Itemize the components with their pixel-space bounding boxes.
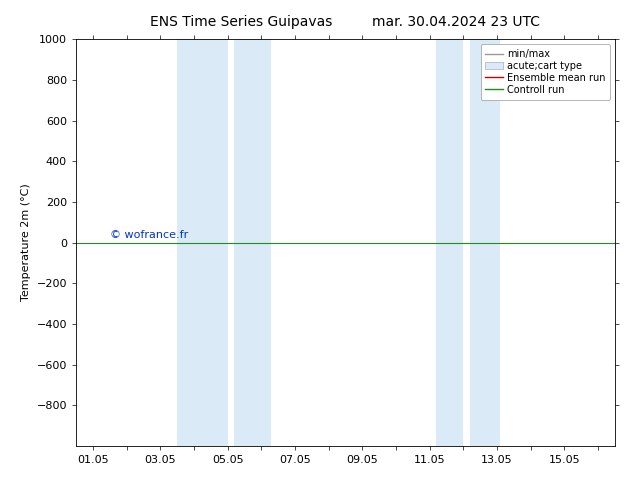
Bar — [177, 39, 228, 446]
Text: © wofrance.fr: © wofrance.fr — [110, 230, 188, 241]
Bar — [436, 39, 463, 446]
Text: ENS Time Series Guipavas: ENS Time Series Guipavas — [150, 15, 332, 29]
Text: mar. 30.04.2024 23 UTC: mar. 30.04.2024 23 UTC — [373, 15, 540, 29]
Y-axis label: Temperature 2m (°C): Temperature 2m (°C) — [21, 184, 31, 301]
Bar — [235, 39, 271, 446]
Legend: min/max, acute;cart type, Ensemble mean run, Controll run: min/max, acute;cart type, Ensemble mean … — [481, 44, 610, 99]
Bar — [470, 39, 500, 446]
